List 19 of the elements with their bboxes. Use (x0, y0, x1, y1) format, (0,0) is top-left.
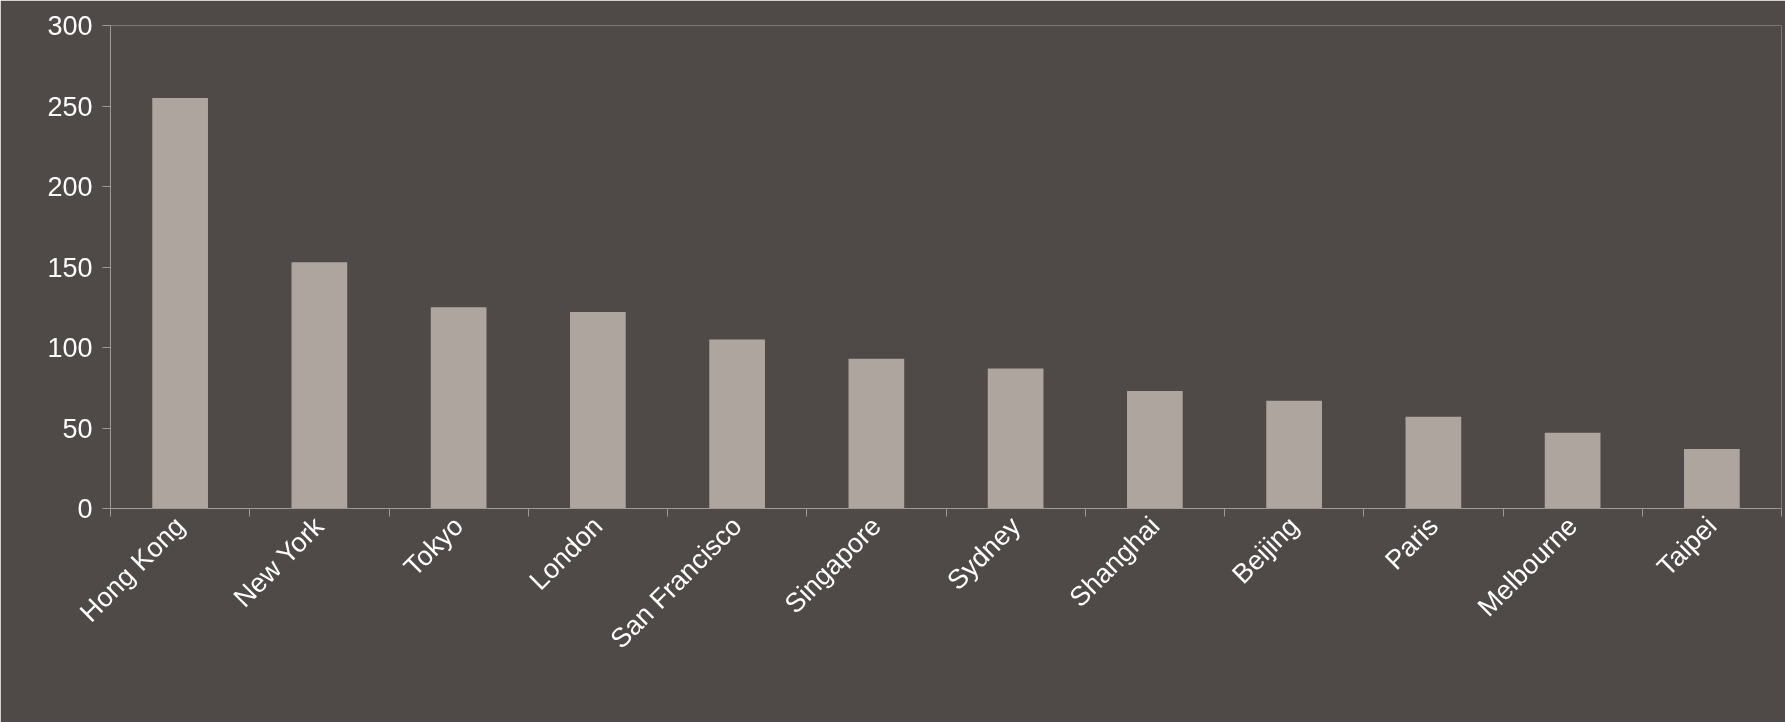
bar (1405, 416, 1462, 509)
bar (430, 307, 487, 509)
bar (291, 262, 348, 509)
bar (1544, 432, 1601, 509)
bar (709, 339, 765, 509)
bar (1266, 400, 1322, 509)
bar (1127, 390, 1183, 509)
y-tick-label: 50 (62, 413, 93, 444)
y-tick-label: 300 (47, 11, 93, 41)
y-tick-label: 200 (47, 172, 93, 202)
y-tick-label: 100 (47, 333, 93, 363)
y-tick-label: 0 (77, 494, 93, 524)
y-tick-label: 150 (47, 252, 93, 283)
y-tick-label: 250 (47, 91, 93, 122)
bar (848, 358, 905, 509)
bar (152, 97, 208, 509)
bar (570, 312, 626, 509)
bar (987, 368, 1044, 509)
bar (1684, 448, 1740, 509)
